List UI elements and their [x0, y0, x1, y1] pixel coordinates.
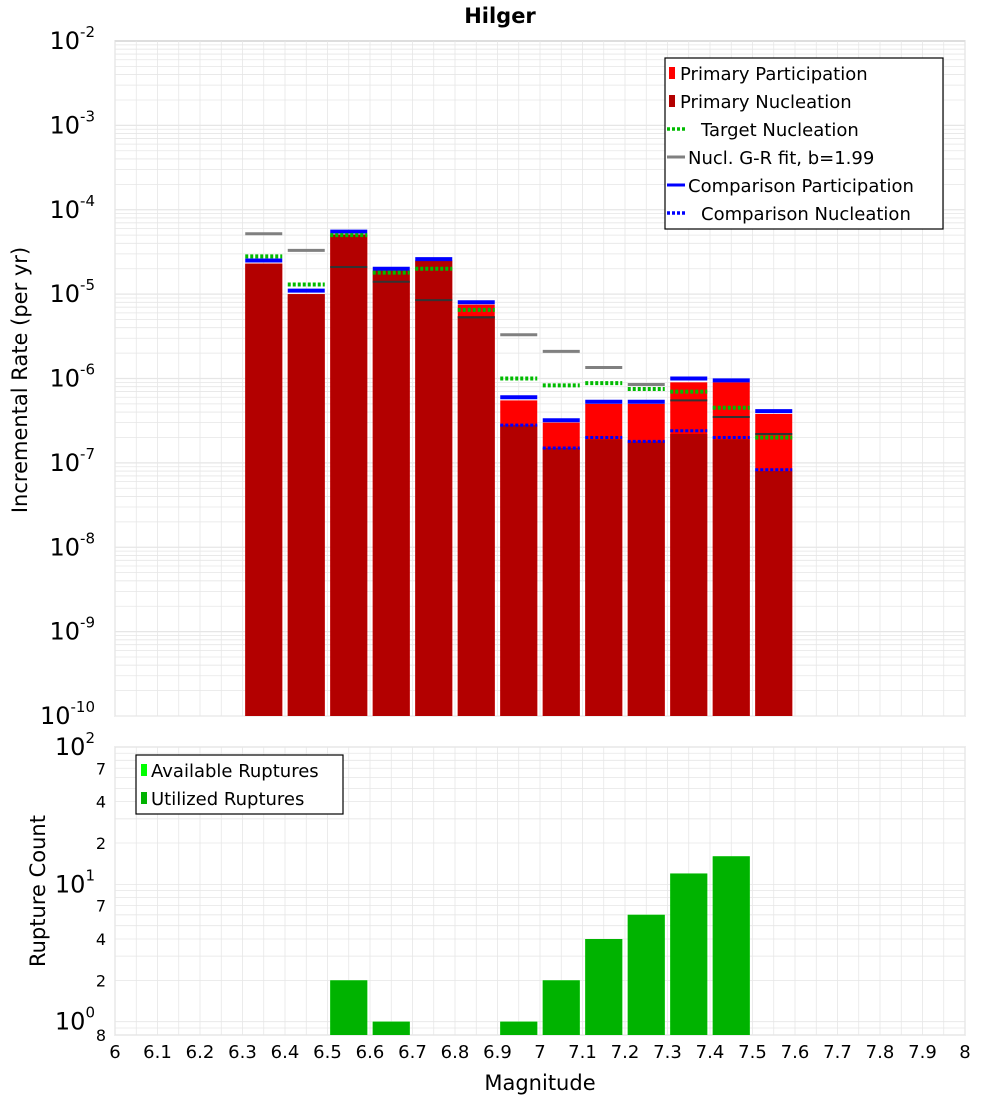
nucleation-bar — [330, 234, 368, 716]
utilized-ruptures-bar — [627, 914, 665, 1035]
rate-y-ticks: 10-2 10-3 10-4 10-5 10-6 10-7 10-8 10-9 10-10 — [40, 23, 95, 730]
utilized-ruptures-bar — [670, 873, 708, 1035]
x-tick-label: 7.7 — [823, 1042, 852, 1063]
x-tick-label: 6.2 — [186, 1042, 215, 1063]
legend-box — [135, 754, 344, 815]
x-axis-label: Magnitude — [484, 1071, 595, 1095]
nucleation-bar — [500, 425, 538, 716]
legend-label: Available Ruptures — [151, 761, 319, 782]
x-tick-label: 6 — [109, 1042, 120, 1063]
x-tick-label: 8 — [959, 1042, 970, 1063]
y-tick-label: 10-10 — [40, 698, 95, 730]
nucleation-bar — [585, 439, 623, 716]
x-tick-label: 7.6 — [781, 1042, 810, 1063]
y-tick-label: 10-9 — [49, 614, 95, 646]
legend-label: Primary Nucleation — [680, 92, 852, 113]
nucleation-bar — [245, 263, 283, 716]
x-tick-label: 7.4 — [696, 1042, 725, 1063]
x-tick-label: 7.5 — [738, 1042, 767, 1063]
legend-label: Nucl. G-R fit, b=1.99 — [688, 148, 874, 169]
x-tick-label: 6.6 — [356, 1042, 385, 1063]
y-tick-label: 10-4 — [49, 192, 95, 224]
nucleation-bar — [457, 316, 495, 716]
utilized-ruptures-bar — [372, 1021, 410, 1035]
y-tick-label: 10-2 — [49, 23, 95, 55]
utilized-ruptures-bar — [712, 856, 750, 1035]
count-y-axis-label: Rupture Count — [26, 815, 50, 967]
count-legend: Available Ruptures Utilized Ruptures — [135, 754, 344, 815]
legend-swatch — [669, 67, 675, 79]
y-tick-label: 100 — [55, 1004, 95, 1036]
y-tick-label: 7 — [96, 897, 106, 916]
utilized-ruptures-bar — [542, 980, 580, 1035]
y-tick-label: 102 — [55, 729, 95, 761]
legend-swatch — [141, 764, 147, 776]
legend-swatch — [141, 792, 147, 804]
x-tick-label: 6.3 — [228, 1042, 257, 1063]
y-tick-label: 10-5 — [49, 276, 95, 308]
nucleation-bar — [415, 260, 453, 716]
y-tick-label: 10-7 — [49, 445, 95, 477]
legend-label: Target Nucleation — [700, 120, 859, 141]
y-tick-label: 4 — [96, 930, 106, 949]
nucleation-bar — [670, 433, 708, 716]
utilized-ruptures-bar — [585, 939, 623, 1035]
legend-box — [664, 57, 944, 230]
y-tick-label: 10-8 — [49, 529, 95, 561]
y-tick-label: 4 — [96, 793, 106, 812]
utilized-ruptures-bar — [330, 980, 368, 1035]
x-tick-label: 6.7 — [398, 1042, 427, 1063]
nucleation-bar — [755, 471, 793, 716]
y-tick-label: 2 — [96, 971, 106, 990]
x-tick-labels: 6 6.1 6.2 6.3 6.4 6.5 6.6 6.7 6.8 6.9 7 7.1 7.2 7.3 7.… — [109, 1042, 970, 1063]
y-tick-label: 10-6 — [49, 361, 95, 393]
x-tick-label: 7.2 — [611, 1042, 640, 1063]
nucleation-bar — [627, 441, 665, 716]
x-tick-label: 7.9 — [908, 1042, 937, 1063]
y-tick-label: 2 — [96, 834, 106, 853]
legend-label: Comparison Participation — [688, 176, 914, 197]
chart-title: Hilger — [464, 4, 536, 28]
nucleation-bar — [287, 294, 325, 716]
x-tick-label: 6.4 — [271, 1042, 300, 1063]
x-tick-label: 6.5 — [313, 1042, 342, 1063]
x-tick-label: 7.1 — [568, 1042, 597, 1063]
y-tick-label: 101 — [55, 866, 95, 898]
x-tick-label: 7.3 — [653, 1042, 682, 1063]
nucleation-bar — [712, 439, 750, 716]
legend-label: Primary Participation — [680, 64, 868, 85]
nucleation-bar — [542, 448, 580, 716]
legend-label: Utilized Ruptures — [151, 789, 304, 810]
y-tick-label: 10-3 — [49, 107, 95, 139]
legend-swatch — [669, 95, 675, 107]
rate-y-axis-label: Incremental Rate (per yr) — [8, 247, 32, 513]
rate-lines — [245, 229, 793, 472]
y-tick-label: 8 — [96, 1026, 106, 1045]
utilized-ruptures-bar — [500, 1021, 538, 1035]
x-tick-label: 6.1 — [143, 1042, 172, 1063]
y-tick-label: 7 — [96, 759, 106, 778]
x-tick-label: 7.8 — [866, 1042, 895, 1063]
rate-bars — [245, 234, 793, 716]
nucleation-bar — [372, 270, 410, 716]
legend-label: Comparison Nucleation — [701, 204, 911, 225]
count-bars — [330, 856, 750, 1035]
x-tick-label: 7 — [534, 1042, 545, 1063]
x-tick-label: 6.9 — [483, 1042, 512, 1063]
x-tick-label: 6.8 — [441, 1042, 470, 1063]
rate-legend: Primary Participation Primary Nucleation T… — [664, 57, 944, 230]
